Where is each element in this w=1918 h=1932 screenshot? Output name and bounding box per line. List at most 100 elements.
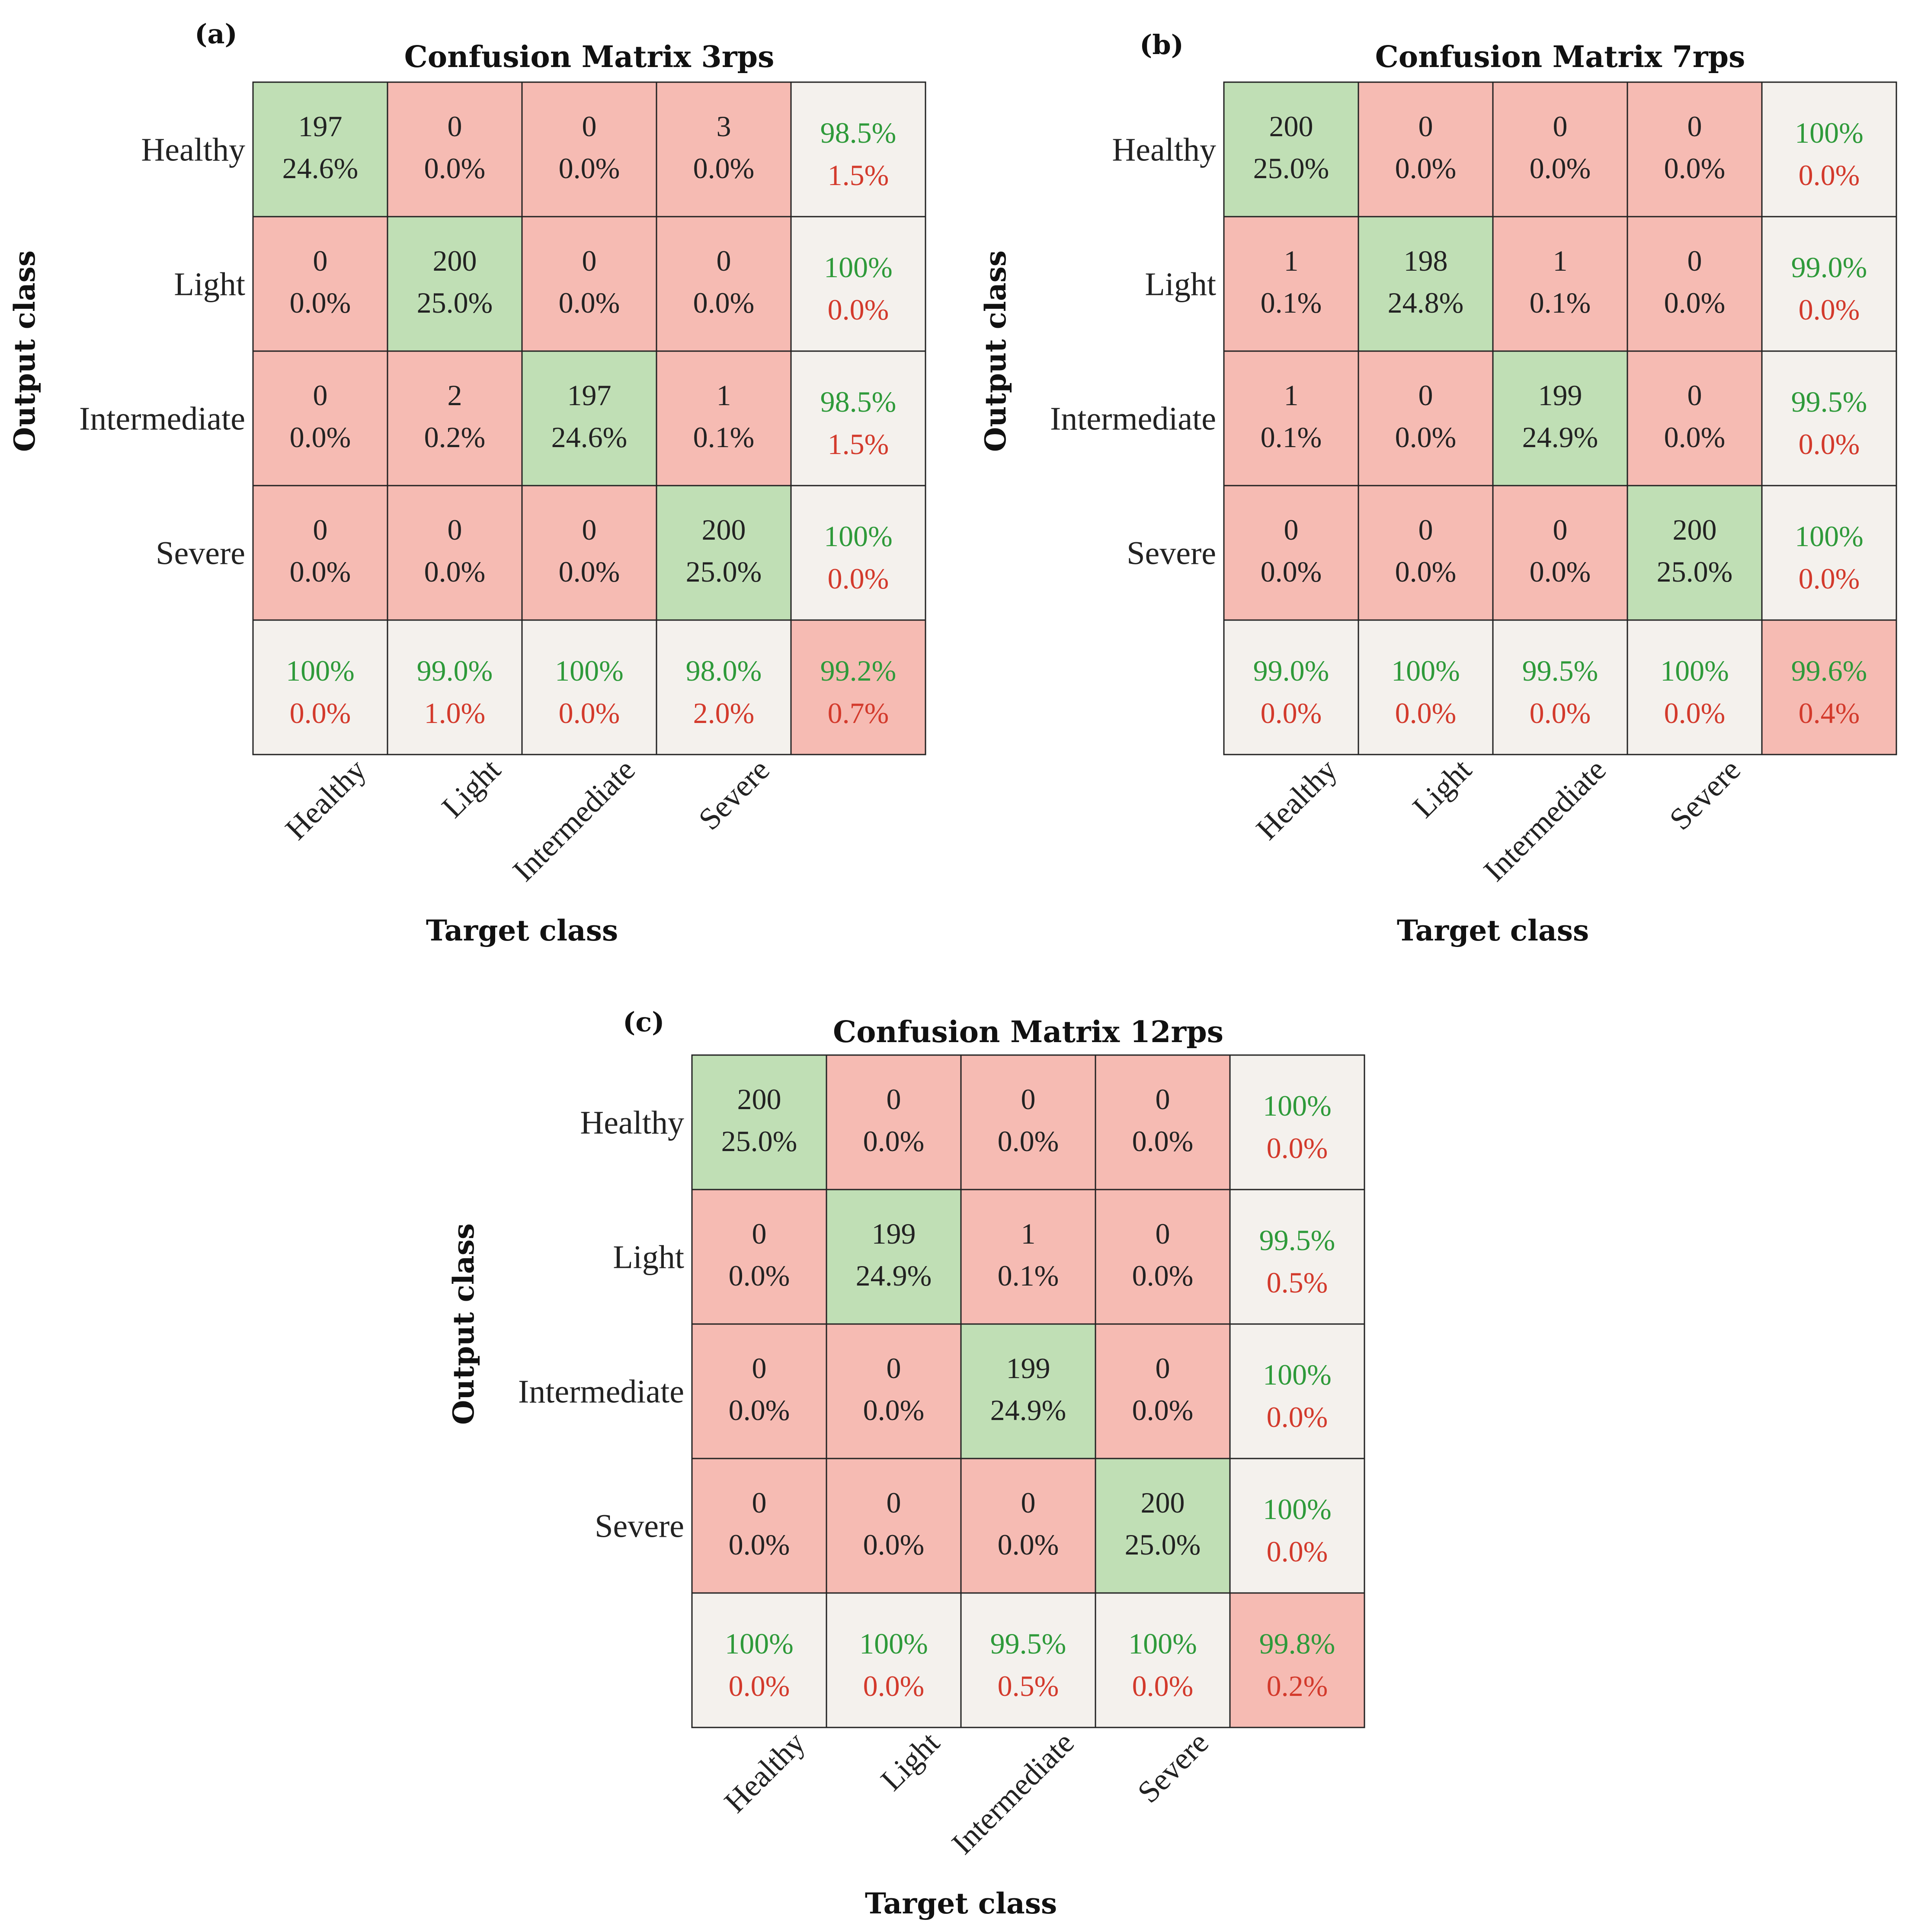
col-error: 0.0% [1395, 697, 1457, 729]
row-error: 0.0% [1267, 1132, 1328, 1164]
col-class-label: Intermediate [945, 1725, 1081, 1861]
matrix-cell [960, 1458, 1096, 1594]
cell-count: 0 [448, 513, 462, 546]
cell-percent: 25.0% [721, 1125, 797, 1158]
cell-count: 0 [582, 110, 597, 143]
cell-count: 0 [1021, 1083, 1036, 1116]
col-recall: 99.0% [417, 654, 493, 687]
cell-percent: 0.0% [729, 1259, 790, 1292]
matrix-cell [1223, 485, 1359, 621]
x-axis-label: Target class [865, 1887, 1057, 1920]
overall-accuracy: 99.2% [820, 654, 897, 687]
matrix-cell [960, 1189, 1096, 1325]
col-recall: 99.0% [1253, 654, 1329, 687]
cell-percent: 0.1% [1530, 286, 1591, 319]
cell-percent: 24.9% [990, 1394, 1066, 1427]
cell-count: 0 [1553, 513, 1568, 546]
row-class-label: Healthy [1112, 132, 1216, 168]
cell-count: 199 [1006, 1352, 1050, 1385]
row-error: 0.0% [828, 562, 889, 595]
col-class-label: Light [874, 1725, 946, 1798]
row-error: 0.0% [1267, 1535, 1328, 1568]
col-class-label: Healthy [1249, 752, 1344, 847]
cell-count: 0 [1553, 110, 1568, 143]
matrix-cell [1095, 1458, 1231, 1594]
cell-count: 1 [1553, 244, 1568, 277]
matrix-cell [1223, 81, 1359, 218]
row-summary-cell [1761, 350, 1897, 486]
cell-count: 3 [717, 110, 731, 143]
row-class-label: Intermediate [79, 401, 245, 437]
row-error: 1.5% [828, 428, 889, 461]
cell-count: 197 [567, 379, 612, 412]
col-recall: 100% [286, 654, 355, 687]
matrix-cell [1223, 216, 1359, 352]
matrix-cell [1492, 81, 1628, 218]
overall-error: 0.4% [1799, 697, 1860, 729]
col-error: 0.5% [998, 1670, 1059, 1702]
cell-count: 0 [887, 1083, 901, 1116]
matrix-cell [1358, 216, 1494, 352]
cell-percent: 0.2% [424, 421, 486, 454]
row-summary-cell [790, 485, 926, 621]
cell-percent: 0.1% [1261, 286, 1322, 319]
cell-count: 2 [448, 379, 462, 412]
col-recall: 99.5% [1522, 654, 1598, 687]
col-summary-cell [387, 619, 523, 755]
cell-percent: 25.0% [1125, 1528, 1201, 1561]
matrix-cell [252, 350, 388, 486]
col-error: 0.0% [1132, 1670, 1194, 1702]
overall-accuracy: 99.6% [1791, 654, 1867, 687]
cell-percent: 25.0% [1657, 555, 1733, 588]
cell-percent: 0.0% [424, 152, 486, 185]
row-class-label: Intermediate [518, 1374, 684, 1410]
cell-percent: 0.0% [1132, 1125, 1194, 1158]
row-precision: 98.5% [820, 385, 897, 418]
cell-count: 0 [1284, 513, 1299, 546]
matrix-cell [1095, 1054, 1231, 1190]
col-summary-cell [1627, 619, 1763, 755]
cell-count: 0 [887, 1352, 901, 1385]
row-error: 0.0% [1799, 159, 1860, 192]
matrix-cell [656, 350, 792, 486]
cell-percent: 24.6% [551, 421, 628, 454]
row-class-label: Severe [1127, 535, 1216, 572]
cell-count: 0 [1418, 110, 1433, 143]
panel-label: (b) [1140, 29, 1184, 61]
overall-error: 0.7% [828, 697, 889, 729]
cell-count: 0 [313, 513, 328, 546]
matrix-cell [656, 485, 792, 621]
matrix-cell [1492, 485, 1628, 621]
cell-count: 0 [752, 1486, 767, 1519]
col-recall: 99.5% [990, 1627, 1066, 1660]
matrix-cell [387, 350, 523, 486]
cell-count: 0 [582, 513, 597, 546]
row-error: 1.5% [828, 159, 889, 192]
cell-percent: 0.0% [559, 152, 620, 185]
row-summary-cell [1229, 1323, 1365, 1459]
cell-count: 0 [717, 244, 731, 277]
cell-count: 200 [1673, 513, 1717, 546]
cell-percent: 0.0% [290, 421, 351, 454]
row-precision: 99.0% [1791, 251, 1867, 284]
cell-percent: 0.0% [863, 1394, 925, 1427]
col-class-label: Healthy [717, 1725, 812, 1820]
row-precision: 100% [824, 251, 893, 284]
cell-count: 200 [702, 513, 746, 546]
col-summary-cell [1095, 1592, 1231, 1728]
row-precision: 100% [1263, 1358, 1332, 1391]
chart-title: Confusion Matrix 7rps [1375, 40, 1745, 74]
cell-percent: 0.0% [998, 1125, 1059, 1158]
cell-count: 200 [1141, 1486, 1185, 1519]
cell-percent: 0.1% [1261, 421, 1322, 454]
cell-count: 0 [1418, 513, 1433, 546]
cell-count: 199 [872, 1217, 916, 1250]
col-summary-cell [1492, 619, 1628, 755]
col-class-label: Light [1406, 752, 1478, 825]
matrix-cell [1492, 350, 1628, 486]
cell-count: 0 [887, 1486, 901, 1519]
cell-count: 0 [448, 110, 462, 143]
col-class-label: Severe [1131, 1725, 1215, 1810]
row-class-label: Severe [156, 535, 245, 572]
